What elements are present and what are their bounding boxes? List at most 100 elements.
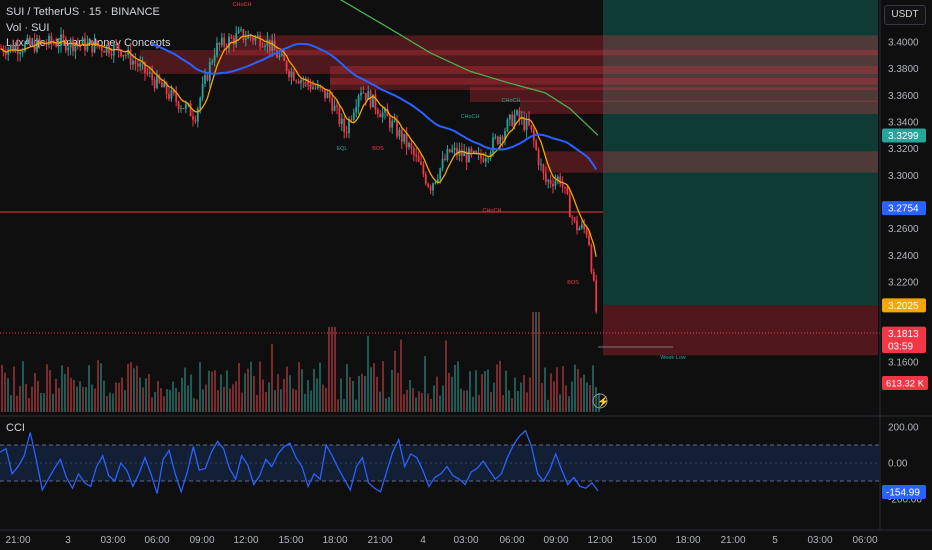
cci-title[interactable]: CCI xyxy=(6,422,25,434)
candle-body xyxy=(568,194,571,218)
candle-body xyxy=(57,45,60,47)
candle-body xyxy=(388,116,391,128)
candle-body xyxy=(463,151,466,157)
time-tick-label: 12:00 xyxy=(587,535,612,546)
volume-bar xyxy=(505,370,507,412)
candle-body xyxy=(400,129,403,142)
volume-bar xyxy=(136,365,138,412)
volume-indicator-label[interactable]: Vol · SUI xyxy=(6,22,50,34)
volume-bar xyxy=(580,377,582,412)
volume-bar xyxy=(538,312,540,412)
volume-bar xyxy=(562,366,564,412)
smc-label-bos: BOS xyxy=(567,280,579,286)
price-label-text: 3.2754 xyxy=(888,204,919,215)
volume-bar xyxy=(472,396,474,412)
volume-bar xyxy=(358,376,360,412)
currency-button[interactable]: USDT xyxy=(884,5,926,25)
candle-body xyxy=(595,280,598,312)
volume-bar xyxy=(286,366,288,412)
candle-body xyxy=(504,130,506,140)
volume-bar xyxy=(415,397,417,412)
candle-body xyxy=(242,29,245,40)
candle-body xyxy=(108,45,110,54)
volume-bar xyxy=(343,399,345,412)
volume-bar xyxy=(235,381,237,412)
volume-bar xyxy=(376,376,378,412)
volume-bar xyxy=(91,384,93,412)
volume-bar xyxy=(229,388,231,412)
price-label-text: 3.3299 xyxy=(888,131,919,142)
smc-label-choch: CHoCH xyxy=(461,114,480,120)
candle-body xyxy=(367,90,370,100)
candle-body xyxy=(410,143,413,149)
candle-body xyxy=(98,46,101,48)
candle-body xyxy=(139,62,142,67)
candle-body xyxy=(127,49,130,56)
volume-bar xyxy=(532,312,534,412)
candle-body xyxy=(26,37,29,44)
candle-body xyxy=(321,87,324,89)
candle-body xyxy=(199,98,202,109)
candle-body xyxy=(381,112,384,118)
price-label-text: 3.1813 xyxy=(888,329,919,340)
candle-body xyxy=(134,60,137,64)
supply-zone xyxy=(140,50,878,74)
volume-bar xyxy=(340,378,342,412)
volume-bar xyxy=(223,386,225,412)
candle-body xyxy=(530,124,533,130)
volume-bar xyxy=(265,392,267,412)
time-tick-label: 06:00 xyxy=(144,535,169,546)
candle-body xyxy=(583,224,586,230)
candle-body xyxy=(96,40,98,47)
candle-body xyxy=(240,29,242,31)
symbol-title[interactable]: SUI / TetherUS · 15 · BINANCE xyxy=(6,6,160,18)
candle-body xyxy=(266,39,269,46)
candle-body xyxy=(396,120,398,137)
candle-body xyxy=(218,42,221,45)
volume-bar xyxy=(22,361,24,412)
volume-bar xyxy=(193,398,195,412)
price-label-badge xyxy=(882,201,926,216)
cci-tick-label: 200.00 xyxy=(888,423,919,434)
volume-bar xyxy=(388,396,390,412)
candle-body xyxy=(4,52,7,55)
candle-body xyxy=(364,92,367,100)
supply-zone xyxy=(520,100,878,114)
candle-body xyxy=(276,50,278,58)
volume-bar xyxy=(442,385,444,412)
candle-body xyxy=(319,85,322,88)
candle-body xyxy=(338,106,341,125)
smc-label-choch: CHoCH xyxy=(502,98,521,104)
candle-body xyxy=(554,180,557,187)
candle-body xyxy=(372,94,374,108)
candle-body xyxy=(136,63,139,67)
volume-bar xyxy=(349,376,351,412)
volume-bar xyxy=(385,398,387,412)
volume-bar xyxy=(325,387,327,412)
candle-body xyxy=(333,105,336,111)
candle-body xyxy=(508,114,511,120)
volume-bar xyxy=(481,374,483,412)
candle-body xyxy=(472,150,475,153)
volume-bar xyxy=(280,389,282,412)
smc-label-eql: EQL xyxy=(336,146,347,152)
volume-bar xyxy=(556,367,558,412)
candle-body xyxy=(300,80,302,84)
volume-bar xyxy=(253,376,255,412)
candle-body xyxy=(439,168,442,179)
volume-bar xyxy=(466,390,468,412)
volume-bar xyxy=(109,392,111,412)
candle-body xyxy=(228,37,230,49)
volume-bar xyxy=(328,327,330,412)
candle-body xyxy=(177,101,180,109)
candle-body xyxy=(170,89,173,99)
candle-body xyxy=(213,55,216,62)
volume-bar xyxy=(79,381,81,412)
volume-bar xyxy=(58,388,60,412)
candle-body xyxy=(230,37,233,39)
time-tick-label: 21:00 xyxy=(5,535,30,546)
volume-bar xyxy=(460,388,462,412)
ema-line xyxy=(0,34,597,257)
cci-value-text: -154.99 xyxy=(886,488,920,499)
